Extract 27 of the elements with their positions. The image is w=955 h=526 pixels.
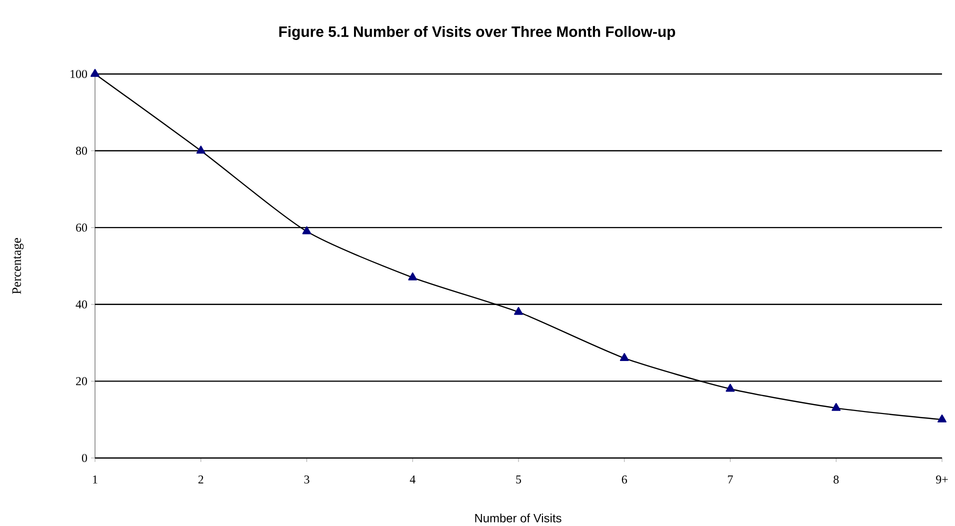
x-tick-label: 7 [728, 476, 733, 484]
y-tick-label: 100 [70, 70, 88, 78]
point [90, 68, 100, 77]
point [514, 306, 523, 315]
point [726, 384, 735, 392]
x-tick-label: 6 [622, 476, 628, 484]
x-tick-label: 1 [93, 476, 98, 484]
x-tick-label: 9+ [936, 476, 948, 484]
point [408, 272, 418, 280]
x-tick-label: 4 [410, 476, 416, 484]
y-tick-label: 60 [76, 224, 88, 232]
x-tick-label: 2 [198, 476, 204, 484]
y-tick-label: 20 [76, 377, 88, 386]
x-tick-label: 5 [516, 476, 522, 484]
y-tick-label: 80 [76, 146, 88, 155]
x-tick-label: 8 [834, 476, 839, 484]
y-axis-title: Percentage [12, 238, 24, 294]
x-axis-title: Number of Visits [475, 514, 562, 522]
point [620, 353, 629, 361]
point [196, 146, 206, 154]
chart-title: Figure 5.1 Number of Visits over Three Month Follow-up [279, 26, 676, 40]
y-tick-label: 40 [76, 300, 88, 308]
x-tick-label: 3 [304, 476, 310, 484]
point [302, 226, 312, 234]
point [938, 414, 946, 422]
point [832, 402, 841, 411]
y-tick-label: 0 [82, 454, 88, 462]
